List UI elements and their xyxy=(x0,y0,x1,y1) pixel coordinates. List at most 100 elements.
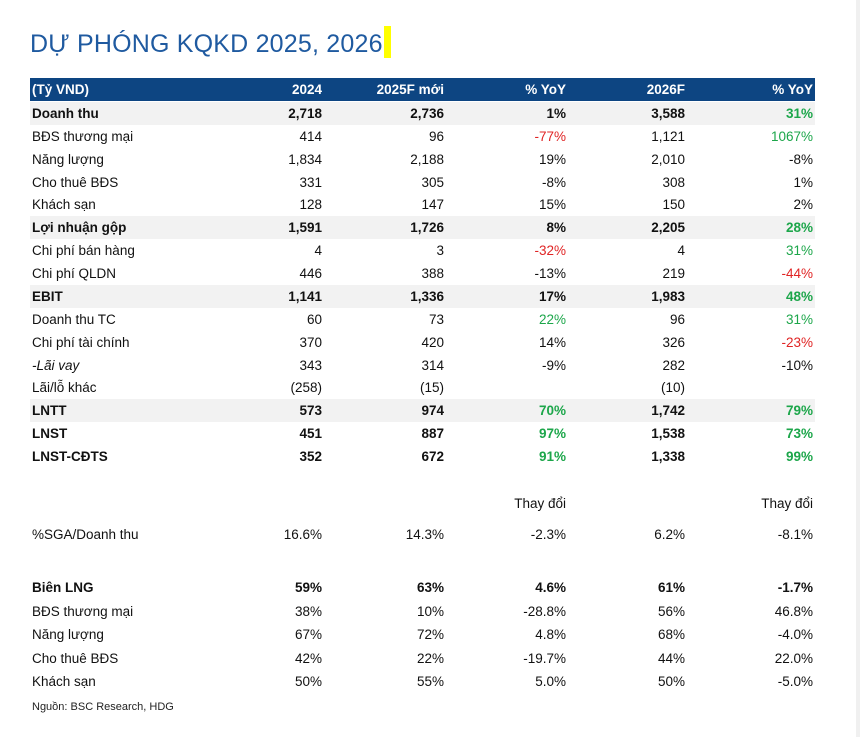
column-header: 2025F mới xyxy=(376,82,444,97)
row-label: Biên LNG xyxy=(32,580,94,595)
table-cell: 887 xyxy=(421,426,444,442)
row-label: Chi phí tài chính xyxy=(32,334,130,350)
row-label: Lợi nhuận gộp xyxy=(32,220,127,236)
table-cell: 97% xyxy=(538,426,566,442)
row-label: EBIT xyxy=(32,288,63,304)
column-header: 2024 xyxy=(291,82,322,97)
table-row: Chi phí bán hàng 4 3 -32% 4 31% xyxy=(30,239,815,262)
row-label: Lãi/lỗ khác xyxy=(32,380,97,396)
table-cell: 63% xyxy=(416,580,444,595)
table-cell: -1.7% xyxy=(777,580,813,595)
table-cell: 414 xyxy=(299,128,322,144)
table-cell: 2,188 xyxy=(410,151,444,167)
table-cell: 4 xyxy=(677,243,685,259)
table-cell: -10% xyxy=(781,357,813,373)
table-cell: -13% xyxy=(534,266,566,282)
table-cell: -77% xyxy=(534,128,566,144)
table-cell: 1,591 xyxy=(288,220,322,236)
table-cell: 4.8% xyxy=(535,627,566,642)
table-cell: -8% xyxy=(541,174,566,190)
table-cell: 1% xyxy=(793,174,813,190)
table-cell: 16.6% xyxy=(283,527,322,542)
table-cell: 42% xyxy=(294,650,322,666)
column-header: % YoY xyxy=(525,82,566,97)
table-cell: 44% xyxy=(657,650,685,666)
row-label: BĐS thương mại xyxy=(32,603,134,619)
row-label: Chi phí bán hàng xyxy=(32,243,135,259)
table-cell: 282 xyxy=(662,357,685,373)
table-cell: 46.8% xyxy=(774,603,813,619)
table-row: Khách sạn 50% 55% 5.0% 50% -5.0% xyxy=(30,670,815,693)
table-cell: (258) xyxy=(290,380,322,396)
table-cell: 50% xyxy=(657,674,685,689)
row-label: -Lãi vay xyxy=(32,357,80,373)
table-row: LNST 451 887 97% 1,538 73% xyxy=(30,422,815,445)
row-label: LNST-CĐTS xyxy=(32,449,108,465)
table-cell: 147 xyxy=(421,197,444,213)
table-cell: 99% xyxy=(785,449,813,465)
table-row: Lãi/lỗ khác (258) (15) (10) xyxy=(30,376,815,399)
table-cell: 343 xyxy=(299,357,322,373)
table-cell: 3 xyxy=(436,243,444,259)
scrollbar[interactable] xyxy=(856,0,860,737)
table-cell: 314 xyxy=(421,357,444,373)
table-row: BĐS thương mại 414 96 -77% 1,121 1067% xyxy=(30,125,815,148)
table-cell: 48% xyxy=(785,288,813,304)
table-cell: 3,588 xyxy=(651,106,685,121)
table-cell: 1,742 xyxy=(651,403,685,419)
table-cell: 31% xyxy=(785,106,813,121)
table-cell: -23% xyxy=(781,334,813,350)
table-cell: 61% xyxy=(657,580,685,595)
table-row: Doanh thu TC 60 73 22% 96 31% xyxy=(30,308,815,331)
table-cell: 31% xyxy=(785,311,813,327)
table-cell: 31% xyxy=(785,243,813,259)
row-label: Cho thuê BĐS xyxy=(32,174,119,190)
row-label: LNTT xyxy=(32,403,67,419)
column-header: % YoY xyxy=(772,82,813,97)
table-row: Khách sạn 128 147 15% 150 2% xyxy=(30,193,815,216)
table-row: %SGA/Doanh thu 16.6% 14.3% -2.3% 6.2% -8.1% xyxy=(30,523,815,546)
source-note: Nguồn: BSC Research, HDG xyxy=(32,701,174,713)
table-cell: 1,726 xyxy=(410,220,444,236)
table-cell: 150 xyxy=(662,197,685,213)
table-cell: 28% xyxy=(785,220,813,236)
table-cell: 1,338 xyxy=(651,449,685,465)
table-cell: 573 xyxy=(299,403,322,419)
table-cell: 2,205 xyxy=(651,220,685,236)
table-cell: 2,010 xyxy=(651,151,685,167)
table-row: Biên LNG 59% 63% 4.6% 61% -1.7% xyxy=(30,576,815,599)
table-cell: 1,121 xyxy=(651,128,685,144)
table-row: -Lãi vay 343 314 -9% 282 -10% xyxy=(30,354,815,377)
table-cell: -9% xyxy=(541,357,566,373)
table-cell: 1,141 xyxy=(288,288,322,304)
table-cell: 72% xyxy=(416,627,444,642)
table-cell: 1,538 xyxy=(651,426,685,442)
row-label: Doanh thu xyxy=(32,106,99,121)
table-cell: 8% xyxy=(546,220,566,236)
table-cell: 96 xyxy=(428,128,444,144)
table-row: BĐS thương mại 38% 10% -28.8% 56% 46.8% xyxy=(30,600,815,623)
table-cell: 55% xyxy=(416,674,444,689)
table-cell: -5.0% xyxy=(777,674,813,689)
table-cell: -32% xyxy=(534,243,566,259)
table-cell: 14% xyxy=(538,334,566,350)
table-cell: 73% xyxy=(785,426,813,442)
table-cell: -8% xyxy=(788,151,813,167)
table-cell: -2.3% xyxy=(530,527,566,542)
table-cell: 2,718 xyxy=(288,106,322,121)
table-cell: 1,983 xyxy=(651,288,685,304)
header-unit: (Tỷ VND) xyxy=(32,82,89,97)
change-header: Thay đổi Thay đổi xyxy=(30,492,815,515)
table-row: Năng lượng 67% 72% 4.8% 68% -4.0% xyxy=(30,623,815,646)
table-row: Cho thuê BĐS 331 305 -8% 308 1% xyxy=(30,171,815,194)
table-cell: 451 xyxy=(299,426,322,442)
table-cell: 79% xyxy=(785,403,813,419)
table-cell: -44% xyxy=(781,266,813,282)
table-cell: -8.1% xyxy=(777,527,813,542)
change-label: Thay đổi xyxy=(514,496,566,511)
table-cell: 420 xyxy=(421,334,444,350)
table-cell: 96 xyxy=(669,311,685,327)
table-cell: 4 xyxy=(314,243,322,259)
table-cell: 17% xyxy=(538,288,566,304)
table-row: Doanh thu 2,718 2,736 1% 3,588 31% xyxy=(30,102,815,125)
